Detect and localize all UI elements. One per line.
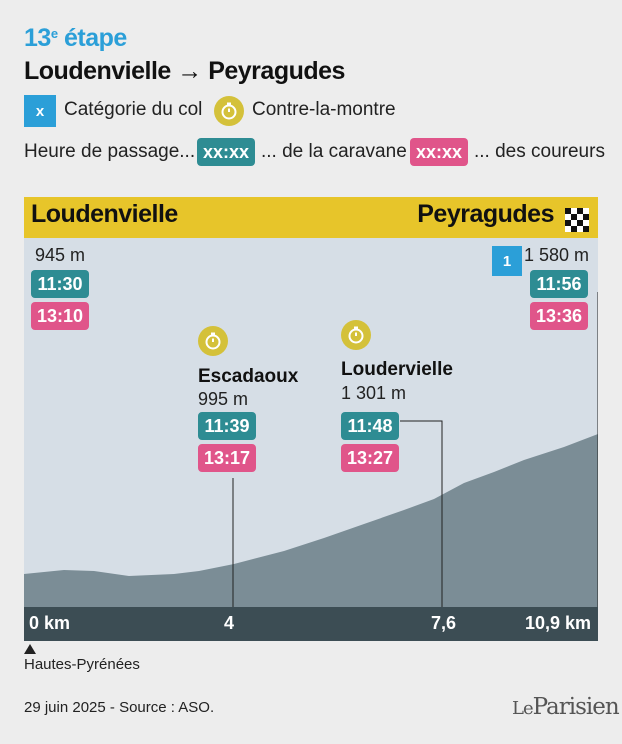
summit-altitude: 1 580 m <box>524 245 590 265</box>
distance-axis <box>24 607 598 641</box>
start-caravan-time: 11:30 <box>31 270 89 298</box>
distance-tick-3: 10,9 km <box>525 613 592 633</box>
region-marker-icon <box>24 644 36 654</box>
summit-riders-time: 13:36 <box>530 302 588 330</box>
stage-number-title: 13e étape <box>24 24 127 52</box>
end-town-label: Peyragudes <box>417 200 554 228</box>
escadaoux-caravan-time: 11:39 <box>198 412 256 440</box>
escadaoux-name: Escadaoux <box>198 366 299 387</box>
stopwatch-icon <box>198 326 228 356</box>
loudervielle-caravan-time: 11:48 <box>341 412 399 440</box>
category-legend-label: Catégorie du col <box>64 99 203 120</box>
finish-flag-icon <box>565 208 589 232</box>
stopwatch-icon <box>341 320 371 350</box>
caravan-legend-chip: xx:xx <box>197 138 255 166</box>
loudervielle-name: Loudervielle <box>341 359 453 380</box>
date-source: 29 juin 2025 - Source : ASO. <box>24 699 215 716</box>
loudervielle-riders-time: 13:27 <box>341 444 399 472</box>
category-legend-box: x <box>24 95 56 127</box>
summit-caravan-time: 11:56 <box>530 270 588 298</box>
start-riders-time: 13:10 <box>31 302 89 330</box>
tt-legend-label: Contre-la-montre <box>252 99 396 120</box>
riders-legend-label: ... des coureurs <box>474 141 605 162</box>
elevation-area <box>24 434 598 607</box>
caravan-legend-label: ... de la caravane <box>261 141 407 162</box>
start-altitude: 945 m <box>35 245 86 265</box>
escadaoux-riders-time: 13:17 <box>198 444 256 472</box>
distance-tick-2: 7,6 <box>431 613 457 633</box>
distance-tick-0: 0 km <box>29 613 71 633</box>
profile-banner <box>24 197 598 238</box>
distance-tick-1: 4 <box>224 613 235 633</box>
riders-legend-chip: xx:xx <box>410 138 468 166</box>
connector-loudervielle <box>400 420 443 607</box>
route-title: Loudenvielle → Peyragudes <box>24 57 345 85</box>
le-parisien-logo: LeParisien <box>512 694 620 720</box>
passage-legend-label: Heure de passage... <box>24 141 196 162</box>
escadaoux-altitude: 995 m <box>198 389 249 409</box>
elevation-profile-chart <box>24 292 598 607</box>
region-label: Hautes-Pyrénées <box>24 656 140 673</box>
loudervielle-altitude: 1 301 m <box>341 383 407 403</box>
category-badge: 1 <box>492 246 522 276</box>
start-town-label: Loudenvielle <box>31 200 178 228</box>
stopwatch-icon <box>214 96 244 126</box>
